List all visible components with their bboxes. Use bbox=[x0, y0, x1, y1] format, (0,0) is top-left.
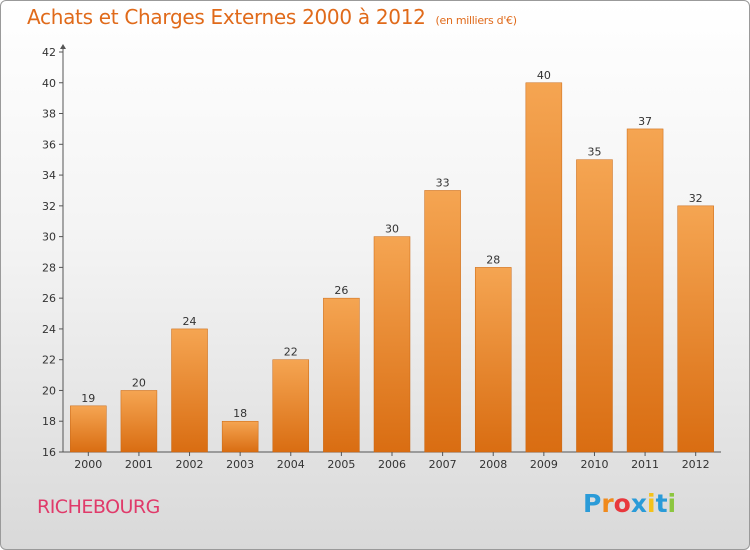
y-tick-label: 24 bbox=[42, 323, 56, 336]
data-label: 18 bbox=[233, 407, 247, 420]
y-tick-label: 26 bbox=[42, 292, 56, 305]
data-label: 26 bbox=[334, 284, 348, 297]
y-tick-label: 42 bbox=[42, 46, 56, 59]
bar bbox=[272, 359, 310, 453]
commune-name: RICHEBOURG bbox=[37, 496, 160, 518]
y-tick-label: 20 bbox=[42, 384, 56, 397]
data-label: 40 bbox=[537, 69, 551, 82]
y-tick-label: 18 bbox=[42, 415, 56, 428]
logo-letter: t bbox=[655, 489, 668, 518]
x-tick-label: 2006 bbox=[378, 458, 406, 471]
data-label: 33 bbox=[436, 176, 450, 189]
bar bbox=[373, 236, 411, 453]
data-label: 32 bbox=[689, 192, 703, 205]
bar bbox=[525, 82, 563, 453]
x-tick-label: 2007 bbox=[429, 458, 457, 471]
bar bbox=[677, 205, 714, 453]
bar bbox=[120, 390, 158, 453]
bar bbox=[626, 128, 664, 453]
data-label: 37 bbox=[638, 115, 652, 128]
data-label: 28 bbox=[486, 253, 500, 266]
data-label: 22 bbox=[284, 346, 298, 359]
bar bbox=[171, 328, 208, 453]
x-tick-label: 2004 bbox=[277, 458, 305, 471]
data-label: 19 bbox=[81, 392, 95, 405]
x-tick-label: 2003 bbox=[226, 458, 254, 471]
y-tick-label: 38 bbox=[42, 108, 56, 121]
x-tick-label: 2012 bbox=[682, 458, 710, 471]
bar bbox=[576, 159, 613, 453]
logo-letter: x bbox=[630, 489, 647, 518]
x-tick-label: 2011 bbox=[631, 458, 659, 471]
x-tick-label: 2010 bbox=[580, 458, 608, 471]
x-tick-label: 2008 bbox=[479, 458, 507, 471]
data-label: 35 bbox=[587, 146, 601, 159]
chart-title-text: Achats et Charges Externes 2000 à 2012 bbox=[27, 5, 426, 29]
y-tick-label: 16 bbox=[42, 446, 56, 459]
proxiti-logo: Proxiti bbox=[583, 489, 676, 518]
bar bbox=[221, 420, 259, 453]
data-label: 20 bbox=[132, 376, 146, 389]
chart-title: Achats et Charges Externes 2000 à 2012 (e… bbox=[27, 5, 517, 29]
x-tick-label: 2009 bbox=[530, 458, 558, 471]
logo-letter: o bbox=[613, 489, 631, 518]
y-tick-label: 34 bbox=[42, 169, 56, 182]
x-tick-label: 2005 bbox=[327, 458, 355, 471]
chart-unit: (en milliers d'€) bbox=[435, 14, 517, 27]
bar bbox=[323, 297, 360, 453]
y-tick-label: 30 bbox=[42, 231, 56, 244]
y-tick-label: 36 bbox=[42, 138, 56, 151]
x-tick-label: 2000 bbox=[74, 458, 102, 471]
x-tick-label: 2001 bbox=[125, 458, 153, 471]
logo-letter: i bbox=[647, 489, 656, 518]
data-label: 30 bbox=[385, 223, 399, 236]
logo-letter: r bbox=[601, 489, 614, 518]
bar bbox=[424, 190, 461, 453]
data-label: 24 bbox=[183, 315, 197, 328]
bar bbox=[474, 267, 512, 453]
y-tick-label: 28 bbox=[42, 261, 56, 274]
y-axis-arrow bbox=[60, 44, 66, 49]
logo-letter: i bbox=[667, 489, 677, 518]
bar bbox=[70, 405, 107, 453]
y-tick-label: 22 bbox=[42, 354, 56, 367]
y-tick-label: 40 bbox=[42, 77, 56, 90]
logo-letter: P bbox=[583, 489, 602, 518]
y-tick-label: 32 bbox=[42, 200, 56, 213]
x-tick-label: 2002 bbox=[176, 458, 204, 471]
